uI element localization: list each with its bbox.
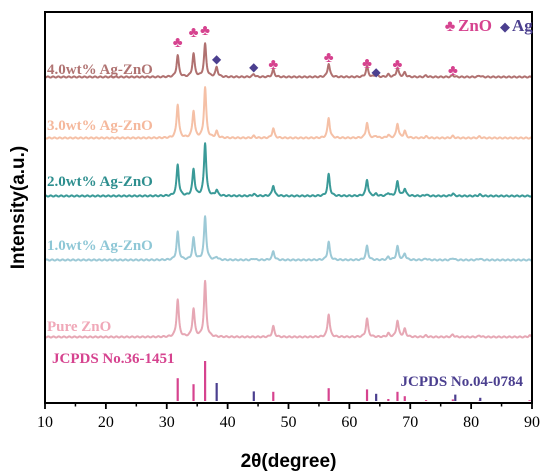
peak-marker-7: ♣ [362,55,372,72]
x-tick-label-6: 70 [402,414,418,431]
trace-2 [44,142,533,198]
legend-label-0: ZnO [458,16,492,35]
peak-marker-1: ♣ [189,24,199,41]
peak-marker-5: ♣ [268,56,278,73]
series-label-4: 4.0wt% Ag-ZnO [47,62,153,78]
trace-3 [44,86,533,140]
peak-marker-4: ◆ [249,60,259,74]
peak-marker-3: ◆ [212,52,222,66]
xrd-traces [44,42,533,339]
legend-label-1: Ag [512,16,533,35]
x-tick-label-8: 90 [524,414,540,431]
ref-label-0: JCPDS No.36-1451 [52,351,175,367]
series-labels: Pure ZnO 1.0wt% Ag-ZnO 2.0wt% Ag-ZnO 3.0wt%… [47,62,153,335]
ref-label-1: JCPDS No.04-0784 [401,374,524,390]
series-label-2: 2.0wt% Ag-ZnO [47,174,153,190]
x-axis-label: 2θ(degree) [241,451,337,472]
peak-markers: ♣♣ ♣◆◆ ♣ ♣ ♣ ◆ ♣ ♣ [173,22,458,79]
x-tick-label-4: 50 [281,414,297,431]
series-label-0: Pure ZnO [47,319,111,335]
reference-patterns [176,361,531,401]
peak-marker-9: ♣ [393,56,403,73]
trace-4 [44,42,533,79]
peak-marker-8: ◆ [372,65,382,79]
x-tick-label-3: 40 [220,414,236,431]
trace-1 [44,215,533,262]
peak-marker-6: ♣ [324,49,334,66]
x-tick-label-1: 20 [98,414,114,431]
x-tick-label-0: 10 [37,414,53,431]
legend: ♣ ZnO ◆ Ag [445,16,534,35]
y-axis-label: Intensity(a.u.) [8,146,29,270]
series-label-3: 3.0wt% Ag-ZnO [47,118,153,134]
x-ticks: 10 20 30 40 50 60 70 80 90 [37,403,540,431]
peak-marker-0: ♣ [173,34,183,51]
legend-symbol-0: ♣ [445,18,456,35]
x-tick-label-7: 80 [463,414,479,431]
trace-0 [44,279,533,339]
x-tick-label-2: 30 [159,414,175,431]
peak-marker-2: ♣ [200,22,210,39]
reference-labels: JCPDS No.36-1451 JCPDS No.04-0784 [52,351,523,390]
x-tick-label-5: 60 [341,414,357,431]
peak-marker-10: ♣ [448,62,458,79]
series-label-1: 1.0wt% Ag-ZnO [47,238,153,254]
legend-symbol-1: ◆ [500,19,510,34]
